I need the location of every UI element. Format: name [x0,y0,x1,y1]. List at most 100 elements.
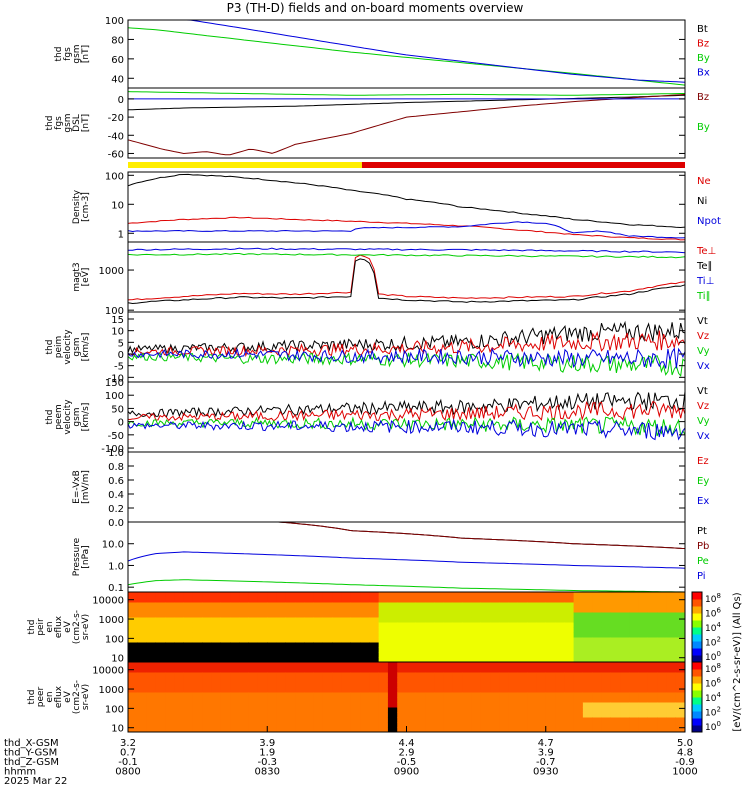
spectrogram-cell [220,717,231,723]
spectrogram-cell [490,602,500,608]
spectrogram-cell [304,642,315,648]
spectrogram-cell [471,657,482,663]
spectrogram-cell [647,697,658,703]
colorbar-cell [692,659,702,663]
spectrogram-cell [592,652,602,658]
spectrogram-cell [155,632,166,638]
spectrogram-cell [248,702,259,708]
spectrogram-cell [545,702,556,708]
spectrogram-cell [480,642,491,648]
legend-label: By [697,122,710,133]
spectrogram-cell [666,612,677,618]
spectrogram-cell [137,697,148,703]
spectrogram-cell [192,642,203,648]
spectrogram-cell [406,657,417,663]
spectrogram-cell [174,717,185,723]
spectrogram-cell [601,662,612,668]
spectrogram-cell [638,622,649,628]
spectrogram-cell [137,622,148,628]
spectrogram-cell [657,627,667,633]
spectrogram-cell [378,642,389,648]
spectrogram-cell [480,672,491,678]
spectrogram-cell [555,687,565,693]
x-axis-row-label: thd_Z-GSM [4,757,59,768]
spectrogram-cell [675,687,686,693]
spectrogram-cell [276,607,287,613]
spectrogram-cell [332,692,343,698]
spectrogram-cell [276,632,287,638]
spectrogram-cell [406,707,417,713]
spectrogram-cell [490,647,500,653]
spectrogram-cell [202,687,213,693]
spectrogram-cell [360,712,370,718]
spectrogram-cell [239,687,250,693]
spectrogram-cell [425,612,435,618]
spectrogram-cell [582,692,593,698]
spectrogram-cell [582,722,593,728]
spectrogram-cell [517,707,528,713]
spectrogram-cell [490,652,500,658]
spectrogram-cell [192,637,203,643]
spectrogram-cell [508,722,519,728]
spectrogram-cell [499,647,510,653]
spectrogram-cell [202,607,213,613]
spectrogram-cell [638,672,649,678]
spectrogram-cell [425,702,435,708]
spectrogram-cell [378,652,389,658]
spectrogram-cell [220,667,231,673]
colorbar-cell [692,634,702,637]
spectrogram-cell [230,627,240,633]
spectrogram-cell [657,727,667,733]
spectrogram-cell [601,607,612,613]
spectrogram-cell [239,632,250,638]
spectrogram-cell [425,697,435,703]
colorbar-tick-label: 104 [705,621,721,634]
spectrogram-cell [304,607,315,613]
spectrogram-cell [128,602,138,608]
y-tick-label: 0.0 [108,518,124,529]
spectrogram-cell [620,642,630,648]
spectrogram-cell [304,667,315,673]
spectrogram-cell [452,642,463,648]
colorbar-tick-label: 102 [705,636,721,649]
spectrogram-cell [304,602,315,608]
spectrogram-cell [239,617,250,623]
spectrogram-cell [360,662,370,668]
spectrogram-cell [313,637,324,643]
spectrogram-cell [425,707,435,713]
spectrogram-cell [490,642,500,648]
spectrogram-cell [174,632,185,638]
spectrogram-cell [276,622,287,628]
spectrogram-cell [397,612,407,618]
spectrogram-cell [369,707,380,713]
legend-label: Ne [697,176,711,187]
spectrogram-cell [490,697,500,703]
x-tick-label: 0930 [533,767,558,778]
spectrogram-cell [610,697,621,703]
spectrogram-cell [555,617,565,623]
spectrogram-cell [350,642,361,648]
spectrogram-cell [675,612,686,618]
spectrogram-cell [592,607,602,613]
spectrogram-cell [545,697,556,703]
spectrogram-cell [267,672,278,678]
spectrogram-cell [452,652,463,658]
spectrogram-cell [202,622,213,628]
spectrogram-cell [267,612,278,618]
spectrogram-cell [490,687,500,693]
spectrogram-cell [387,642,398,648]
spectrogram-cell [564,597,575,603]
colorbar-cell [692,594,702,598]
spectrogram-cell [146,717,157,723]
spectrogram-cell [434,612,445,618]
spectrogram-cell [276,602,287,608]
series-line-Pt [278,521,686,549]
colorbar-cell [692,631,702,635]
spectrogram-cell [360,642,370,648]
spectrogram-cell [137,612,148,618]
spectrogram-cell [517,612,528,618]
spectrogram-cell [146,617,157,623]
spectrogram-cell [248,632,259,638]
spectrogram-cell [508,727,519,733]
spectrogram-cell [638,632,649,638]
